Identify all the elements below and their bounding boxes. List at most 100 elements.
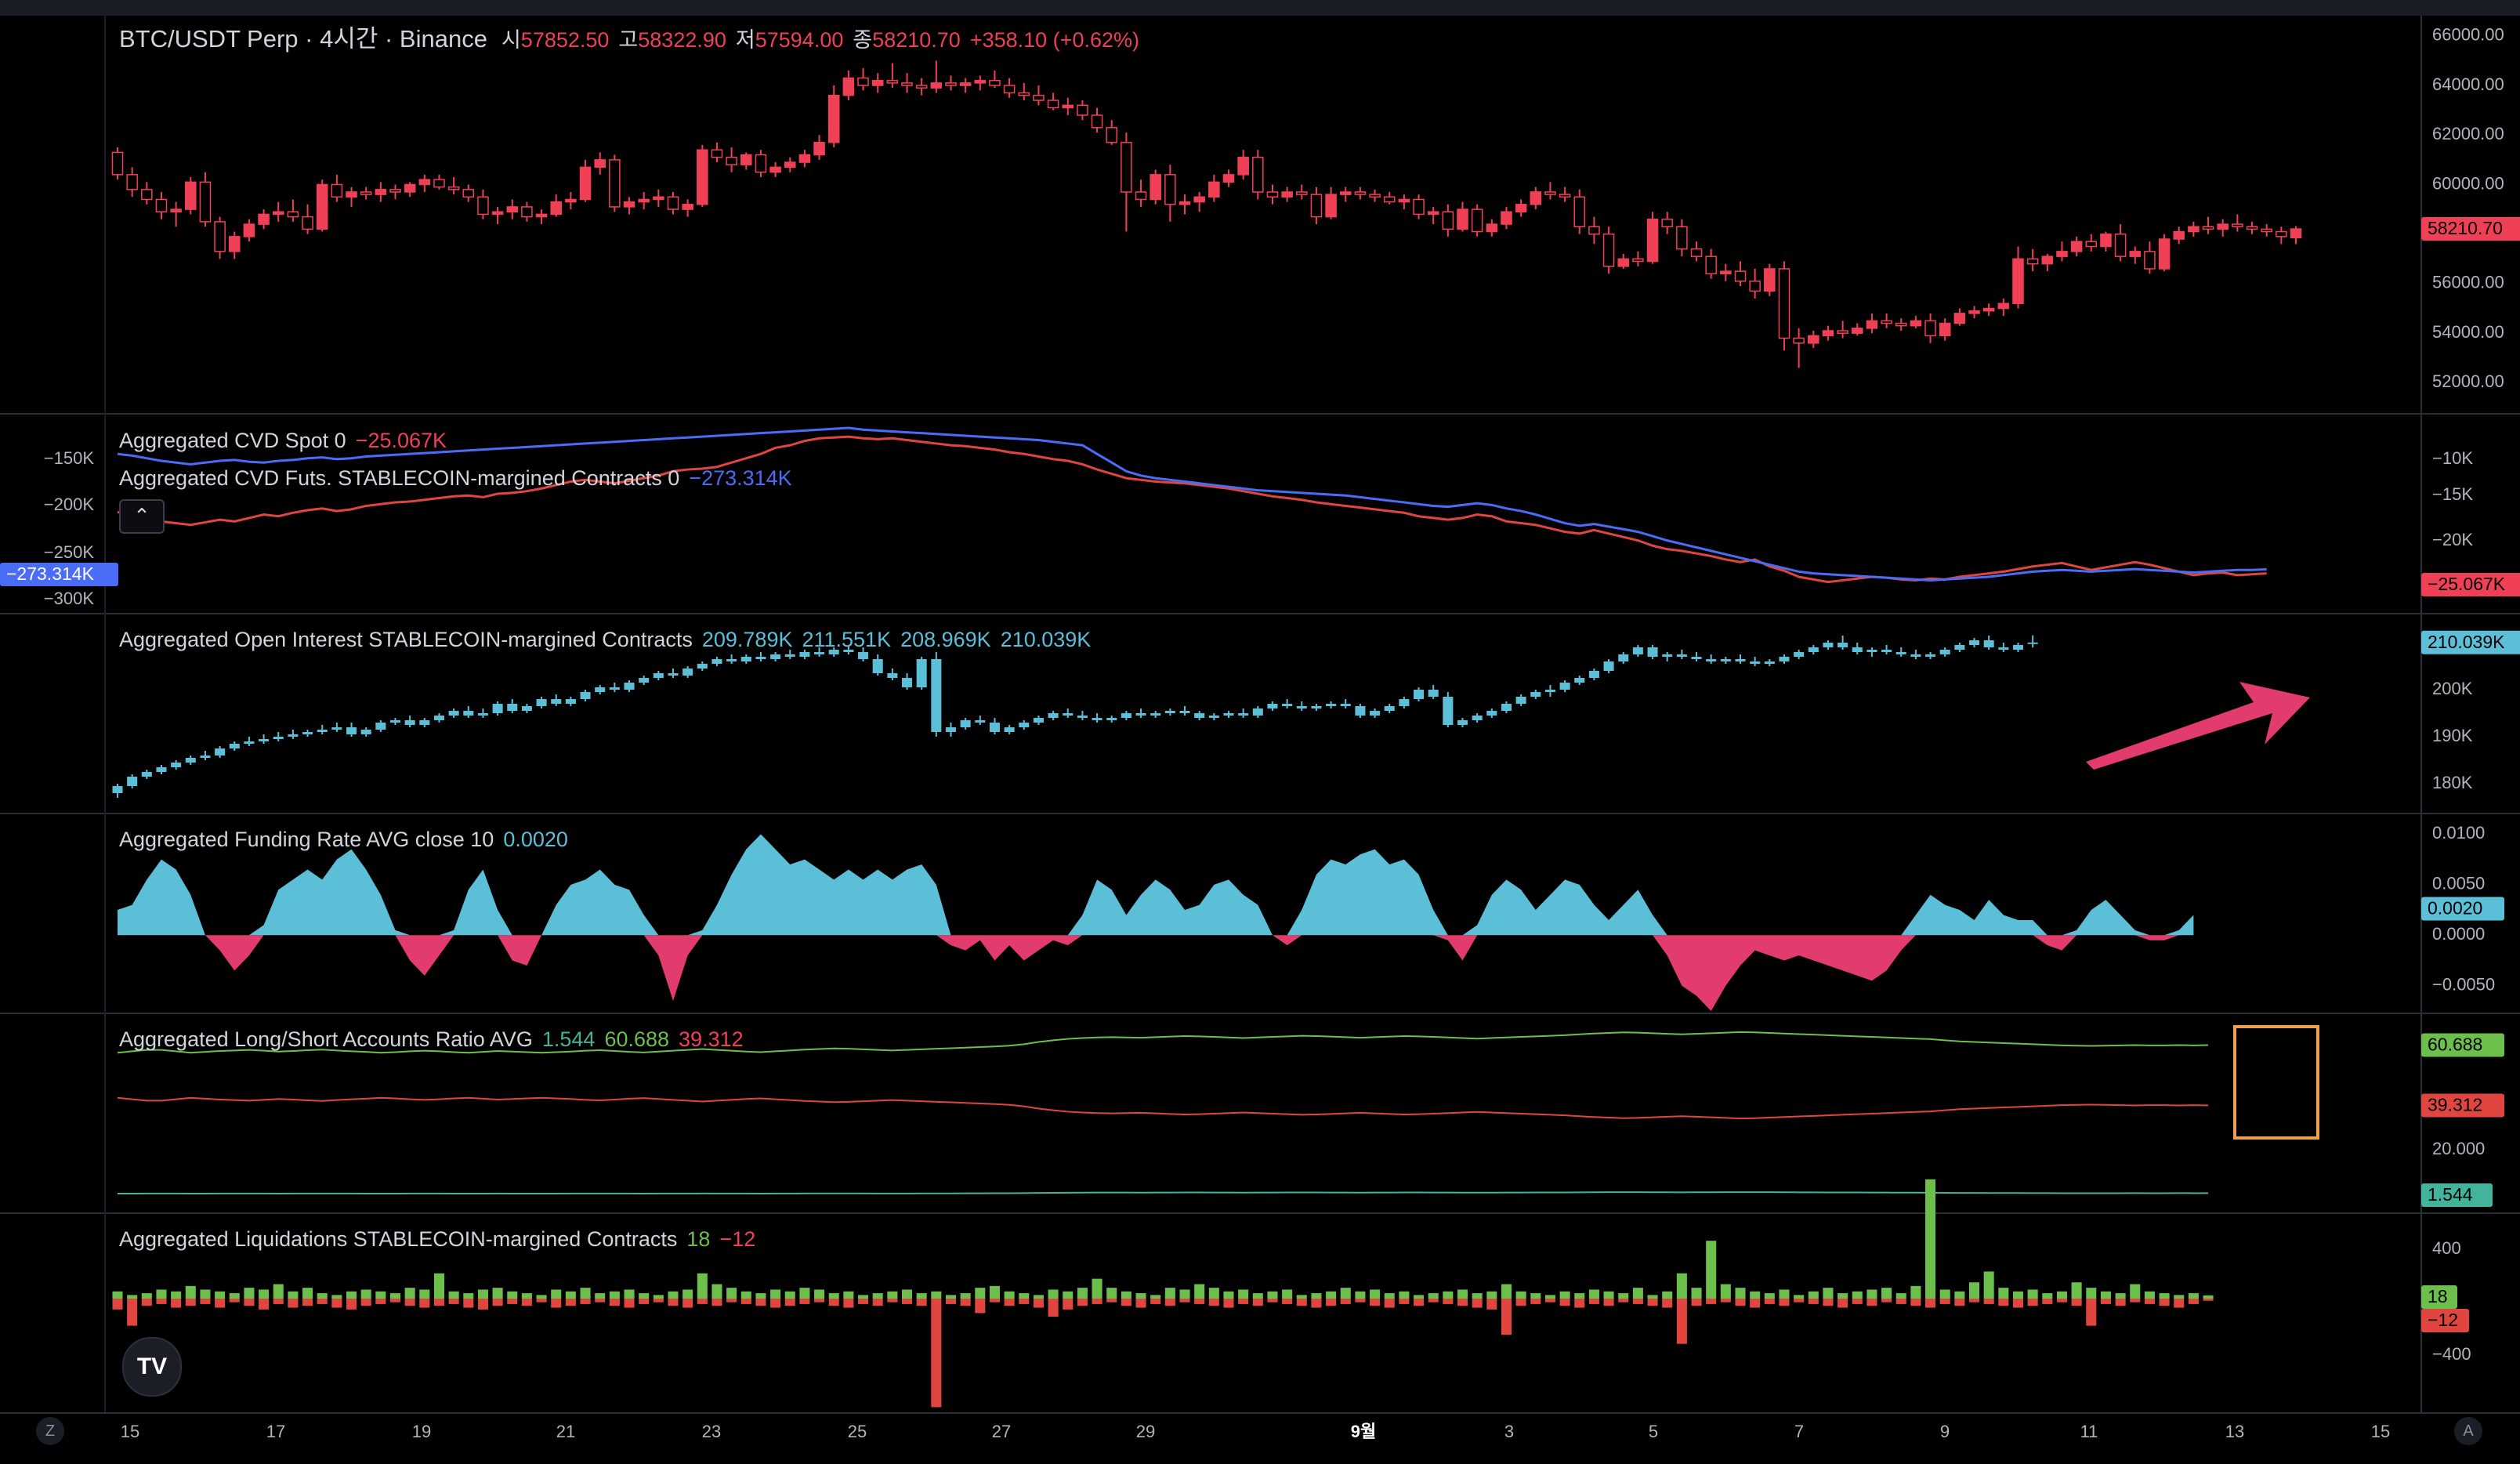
liq-short-bar — [1983, 1299, 1994, 1304]
liq-short-bar — [1794, 1299, 1805, 1303]
cvd-spot-legend[interactable]: Aggregated CVD Spot 0 −25.067K — [119, 428, 456, 453]
liq-short-bar — [1574, 1299, 1585, 1308]
oi-candle — [127, 777, 138, 786]
oi-candle — [185, 758, 196, 763]
time-tick-label: 9월 — [1351, 1422, 1376, 1441]
oi-candle — [1838, 643, 1848, 647]
price-candle — [214, 221, 226, 252]
collapse-legend-button[interactable]: ⌃ — [119, 499, 165, 534]
liq-legend[interactable]: Aggregated Liquidations STABLECOIN-margi… — [119, 1227, 765, 1252]
oi-candle — [1004, 727, 1015, 732]
close-value: 58210.70 — [872, 28, 961, 52]
liq-long-bar — [2086, 1288, 2097, 1299]
price-candle — [1501, 211, 1512, 225]
liq-short-bar — [1910, 1299, 1921, 1306]
liq-short-bar — [273, 1299, 284, 1304]
liq-short-bar — [1004, 1299, 1015, 1306]
liq-long-bar — [551, 1289, 562, 1299]
liq-long-bar — [273, 1284, 284, 1299]
oi-candle — [1998, 647, 2009, 650]
price-candle — [1077, 104, 1088, 116]
cvd-futs-legend[interactable]: Aggregated CVD Futs. STABLECOIN-margined… — [119, 466, 802, 491]
oi-candle — [1735, 659, 1746, 661]
oi-candle — [1706, 659, 1717, 661]
liq-long-bar — [1472, 1293, 1483, 1299]
price-candle — [141, 189, 153, 201]
price-candle — [126, 174, 138, 190]
price-candle — [1413, 198, 1425, 216]
price-candle — [1968, 310, 1980, 314]
oi-candle — [112, 786, 123, 793]
liq-long-bar — [858, 1295, 869, 1299]
liq-long-bar — [595, 1293, 606, 1299]
price-candle — [2290, 228, 2302, 239]
liq-long-bar — [1063, 1291, 1074, 1299]
liq-long-bar — [463, 1293, 474, 1299]
liq-short-bar — [1486, 1299, 1497, 1310]
tradingview-logo[interactable]: TV — [122, 1337, 182, 1397]
liq-long-bar — [1208, 1288, 1219, 1299]
liq-long-bar — [1311, 1293, 1322, 1299]
oi-candle — [536, 699, 547, 706]
price-candle — [2012, 258, 2024, 304]
price-candle — [1427, 211, 1439, 216]
liq-long-bar — [317, 1293, 328, 1299]
price-candle — [1544, 191, 1556, 195]
price-candle — [1339, 191, 1352, 195]
liq-short-bar — [1735, 1299, 1746, 1306]
liq-long-bar — [521, 1293, 532, 1299]
price-candle — [711, 149, 723, 158]
liq-short-bar — [317, 1299, 328, 1304]
cvd-left-tick-label: −200K — [44, 495, 95, 514]
price-candle — [594, 159, 606, 169]
liq-short-bar — [2144, 1299, 2155, 1304]
liq-long-value: 18 — [686, 1227, 711, 1251]
time-tick-label: 21 — [556, 1422, 575, 1441]
liq-long-bar — [1384, 1293, 1395, 1299]
liq-short-bar — [1443, 1299, 1454, 1304]
liq-short-bar — [200, 1299, 211, 1304]
liq-short-bar — [1472, 1299, 1483, 1308]
liq-short-bar — [931, 1299, 942, 1408]
liq-long-bar — [1106, 1288, 1117, 1299]
liq-long-bar — [1033, 1295, 1044, 1299]
oi-candle — [1662, 654, 1673, 657]
funding-legend[interactable]: Aggregated Funding Rate AVG close 10 0.00… — [119, 827, 578, 852]
oi-candle — [858, 652, 869, 659]
liq-long-bar — [1559, 1291, 1570, 1299]
funding-last-badge: 0.0020 — [2428, 898, 2482, 919]
price-candle — [521, 206, 533, 218]
liq-short-bar — [215, 1299, 226, 1308]
price-candle — [1062, 104, 1074, 109]
symbol-title[interactable]: BTC/USDT Perp · 4시간 · Binance — [119, 25, 487, 53]
liq-long-bar — [872, 1293, 883, 1299]
oi-tick-label: 190K — [2432, 726, 2473, 745]
oi-candle — [1282, 704, 1293, 706]
oi-legend[interactable]: Aggregated Open Interest STABLECOIN-marg… — [119, 627, 1100, 652]
time-tick-label: 25 — [848, 1422, 867, 1441]
liq-long-bar — [843, 1291, 854, 1299]
lsr-short-last-badge: 39.312 — [2428, 1095, 2482, 1115]
oi-candle — [1384, 706, 1395, 711]
price-candle — [1281, 191, 1293, 198]
liq-short-bar — [784, 1299, 795, 1306]
price-candle — [1325, 194, 1337, 218]
liq-short-bar — [1048, 1299, 1059, 1317]
oi-candle — [317, 730, 328, 732]
price-candle — [579, 166, 592, 201]
oi-candle — [1179, 711, 1190, 713]
funding-tick-label: −0.0050 — [2432, 975, 2495, 995]
auto-scale-button[interactable]: A — [2454, 1417, 2482, 1445]
oi-candle — [828, 650, 839, 654]
oi-candle — [1063, 713, 1074, 716]
liq-short-bar — [740, 1299, 751, 1304]
lsr-legend[interactable]: Aggregated Long/Short Accounts Ratio AVG… — [119, 1027, 753, 1052]
liq-long-bar — [1983, 1271, 1994, 1299]
oi-candle — [1676, 654, 1687, 657]
oi-candle — [1267, 704, 1278, 708]
liq-short-bar — [1194, 1299, 1205, 1304]
liq-long-bar — [2174, 1295, 2185, 1299]
zoom-reset-button[interactable]: Z — [36, 1417, 64, 1445]
liq-short-bar — [1866, 1299, 1877, 1306]
chart-canvas[interactable]: 66000.0064000.0062000.0060000.0058000.00… — [0, 16, 2520, 1464]
